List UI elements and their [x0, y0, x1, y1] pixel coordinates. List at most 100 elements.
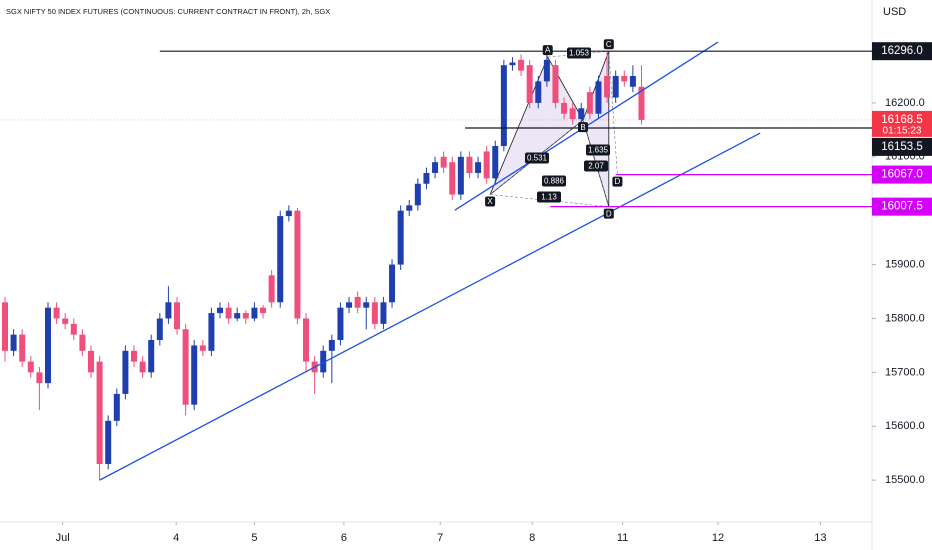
y-tick-label: 16200.0 — [885, 97, 925, 109]
price-line-box — [872, 42, 932, 61]
candle-body — [320, 350, 327, 373]
x-tick-label: 13 — [814, 532, 826, 544]
candle-body — [217, 307, 224, 314]
candle-body — [70, 323, 77, 335]
pattern-point-label: X — [487, 197, 493, 206]
candle-body — [518, 59, 525, 71]
candle-body — [612, 75, 619, 98]
candle-body — [457, 156, 464, 195]
candle-body — [406, 205, 413, 211]
candle-body — [414, 183, 421, 206]
price-line-box — [872, 137, 932, 156]
pattern-point-label: B — [580, 123, 585, 132]
candle-body — [225, 307, 232, 319]
candle-body — [105, 420, 112, 464]
candle-body — [285, 210, 292, 217]
ratio-box — [525, 152, 549, 164]
candle-body — [543, 59, 550, 82]
candle-body — [88, 350, 95, 373]
countdown: 01:15:23 — [883, 126, 922, 137]
y-tick-label: 15800.0 — [885, 312, 925, 324]
candle-body — [113, 393, 120, 421]
candle-body — [638, 86, 645, 120]
candle-body — [191, 345, 198, 405]
candle-body — [148, 340, 155, 373]
ratio-label: 1.635 — [588, 146, 609, 155]
y-tick-label: 15900.0 — [885, 258, 925, 270]
candle-body — [199, 345, 206, 351]
trendline — [99, 132, 761, 481]
ratio-label: 0.531 — [527, 154, 548, 163]
candle-body — [19, 334, 26, 362]
pattern-point-box — [603, 39, 614, 50]
candle-body — [251, 307, 258, 319]
candle-body — [363, 302, 370, 308]
current-price-label: 16168.5 — [881, 114, 923, 126]
current-price-box — [872, 110, 932, 137]
y-tick-label: 15700.0 — [885, 366, 925, 378]
pattern-point-label: D — [606, 209, 612, 218]
ratio-label: 0.886 — [544, 177, 565, 186]
candle-body — [561, 102, 568, 114]
candle-body — [174, 302, 181, 330]
ratio-box — [542, 175, 566, 187]
y-tick-label: 15500.0 — [885, 474, 925, 486]
x-tick-label: 4 — [173, 532, 179, 544]
candle-body — [10, 334, 17, 351]
x-tick-label: 12 — [712, 532, 724, 544]
ratio-box — [586, 144, 610, 156]
candle-body — [449, 162, 456, 195]
pattern-point-box — [485, 196, 496, 207]
x-tick-label: 5 — [251, 532, 257, 544]
candle-body — [595, 81, 602, 114]
candle-body — [440, 156, 447, 168]
candle-body — [36, 372, 43, 384]
pattern-point-box — [612, 176, 623, 187]
candle-body — [526, 65, 533, 103]
currency: USD — [883, 6, 906, 18]
x-tick-label: 7 — [437, 532, 443, 544]
candle-body — [1, 302, 8, 351]
candle-body — [294, 210, 301, 319]
candle-body — [156, 318, 163, 341]
candle-body — [629, 75, 636, 87]
candle-body — [380, 302, 387, 324]
candle-body — [139, 361, 146, 373]
candle-body — [586, 92, 593, 114]
candle-body — [346, 302, 353, 308]
candle-body — [182, 329, 189, 405]
candle-body — [328, 340, 335, 351]
candle-body — [621, 75, 628, 82]
candle-body — [268, 275, 275, 303]
candle-body — [277, 216, 284, 303]
price-line-label: 16067.0 — [881, 169, 923, 181]
candle-body — [552, 65, 559, 103]
candle-body — [260, 307, 267, 314]
x-tick-label: 6 — [341, 532, 347, 544]
pattern-point-box — [577, 122, 588, 133]
candle-body — [371, 302, 378, 324]
candle-body — [62, 318, 69, 324]
candle-body — [234, 313, 241, 319]
candle-body — [208, 313, 215, 351]
candle-body — [96, 361, 103, 464]
candle-body — [466, 156, 473, 173]
x-tick-label: 11 — [617, 532, 628, 544]
price-line-label: 16153.5 — [881, 141, 923, 153]
pattern-point-label: C — [606, 40, 612, 49]
candle-body — [242, 313, 249, 319]
x-tick-label: 8 — [529, 532, 535, 544]
ratio-box — [584, 160, 608, 172]
candle-body — [303, 318, 310, 362]
y-tick-label: 15600.0 — [885, 420, 925, 432]
ratio-box — [537, 191, 561, 203]
candle-body — [354, 296, 361, 308]
pattern-ratio-line — [608, 51, 618, 175]
candle-body — [397, 210, 404, 265]
candle-body — [604, 75, 611, 98]
candle-body — [432, 162, 439, 173]
pattern-point-box — [603, 208, 614, 219]
